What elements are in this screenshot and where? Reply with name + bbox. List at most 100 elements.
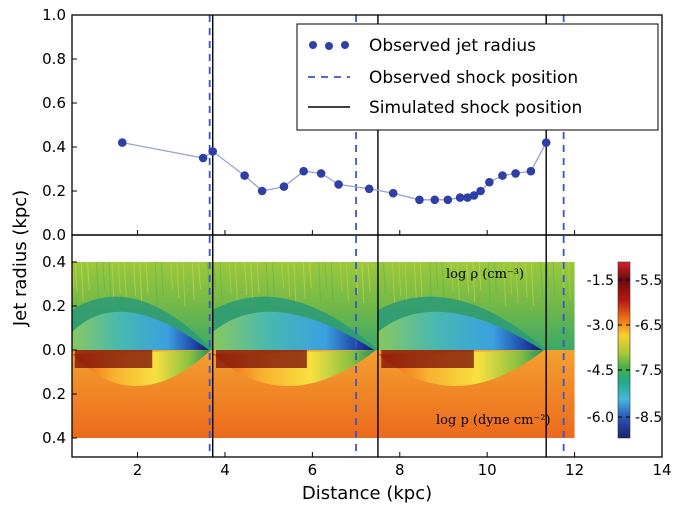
data-point — [443, 195, 453, 205]
data-point — [316, 169, 326, 178]
legend-label-observed-shock: Observed shock position — [369, 68, 578, 88]
data-point — [279, 182, 289, 191]
density-streak — [213, 261, 217, 292]
y-axis-ticks-top: 0.0 0.2 0.4 0.6 0.8 1.0 — [42, 6, 77, 244]
density-streak — [456, 261, 460, 301]
density-bubble — [212, 311, 374, 350]
data-point — [430, 195, 440, 205]
data-point — [485, 177, 494, 187]
density-streak — [281, 261, 285, 289]
x-tick-label: 8 — [395, 461, 405, 479]
legend-dot-1 — [309, 41, 317, 49]
density-streak — [330, 261, 334, 300]
data-point — [415, 195, 424, 205]
y-tick-label: 0.6 — [42, 94, 66, 112]
colorbar-rho-tick: -6.0 — [587, 410, 614, 426]
density-bubble — [72, 311, 209, 350]
density-streak — [133, 261, 137, 297]
density-streak — [398, 261, 402, 297]
density-streak — [567, 261, 571, 300]
density-streak — [176, 261, 180, 299]
y-tick-label: 0.4 — [42, 253, 66, 271]
data-point — [388, 188, 398, 198]
density-streak — [435, 261, 439, 290]
density-streak — [123, 261, 127, 304]
x-axis-ticks: 2 4 6 8 10 12 14 — [133, 230, 672, 479]
p-label: log p (dyne cm⁻²) — [436, 413, 551, 428]
density-streak — [234, 261, 238, 303]
density-streak — [367, 261, 371, 293]
data-point — [208, 147, 218, 156]
x-tick-label: 10 — [478, 461, 497, 479]
density-streak — [493, 261, 497, 294]
density-streak — [546, 261, 550, 289]
density-streak — [466, 261, 470, 294]
density-streak — [244, 261, 248, 296]
density-streak — [524, 261, 528, 298]
density-streak — [382, 261, 386, 295]
density-streak — [478, 261, 482, 292]
density-streak — [413, 261, 417, 299]
y-tick-label: 0.4 — [42, 138, 66, 156]
data-point — [511, 169, 520, 178]
density-streak — [256, 261, 260, 294]
legend-label-simulated-shock: Simulated shock position — [369, 98, 582, 118]
x-tick-label: 4 — [220, 461, 230, 479]
data-point — [198, 153, 208, 163]
density-streak — [487, 261, 491, 305]
data-point — [299, 166, 308, 176]
density-streak — [441, 261, 445, 299]
bottom-panel-frame — [71, 234, 663, 458]
pressure-band — [381, 350, 474, 368]
density-streak — [108, 261, 112, 302]
density-streak — [503, 261, 507, 307]
density-streak — [392, 261, 396, 308]
y-axis-ticks-bottom: 0.4 0.2 0.0 0.2 0.4 — [42, 253, 77, 447]
legend: Observed jet radius Observed shock posit… — [296, 23, 659, 131]
legend-dot-2 — [325, 42, 333, 50]
data-point — [476, 186, 485, 196]
density-streak — [429, 261, 433, 301]
y-tick-label: 0.4 — [42, 429, 66, 447]
y-tick-label: 0.2 — [42, 182, 66, 200]
rho-label: log ρ (cm⁻³) — [446, 267, 524, 282]
density-streak — [219, 261, 223, 301]
density-streak — [160, 261, 164, 297]
density-streak — [404, 261, 408, 306]
data-point — [526, 166, 536, 176]
density-streak — [271, 261, 275, 296]
density-streak — [117, 261, 121, 295]
density-streak — [361, 261, 365, 304]
data-point — [498, 171, 507, 180]
y-tick-label: 0.2 — [42, 297, 66, 315]
x-tick-label: 2 — [133, 461, 143, 479]
y-tick-label: 1.0 — [42, 6, 66, 24]
legend-label-observed-radius: Observed jet radius — [369, 36, 536, 56]
density-streak — [102, 261, 106, 293]
colorbar-ticks: -1.5 -3.0 -4.5 -6.0 -5.5 -6.5 -7.5 -8.5 — [587, 273, 663, 426]
density-streak — [170, 261, 174, 290]
legend-dot-3 — [341, 41, 349, 49]
density-streak — [339, 261, 343, 293]
density-streak — [302, 261, 306, 300]
legend-box — [296, 23, 659, 131]
density-streak — [191, 261, 195, 301]
colorbar — [617, 261, 631, 439]
density-streak — [472, 261, 476, 303]
simulation-map — [71, 261, 575, 438]
density-streak — [540, 261, 544, 300]
data-point — [334, 180, 343, 189]
colorbar-p-tick: -5.5 — [635, 273, 662, 289]
density-streak — [207, 261, 211, 303]
density-streak — [345, 261, 349, 302]
density-streak — [509, 261, 513, 296]
data-point — [541, 138, 551, 147]
density-streak — [250, 261, 254, 305]
x-tick-label: 12 — [565, 461, 584, 479]
density-streak — [287, 261, 291, 298]
density-streak — [228, 261, 232, 294]
density-streak — [74, 261, 78, 293]
density-streak — [450, 261, 454, 292]
data-point — [117, 138, 127, 147]
